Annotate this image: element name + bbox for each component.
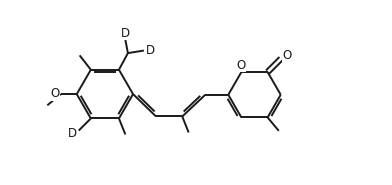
Text: O: O [283,49,292,62]
Text: O: O [236,58,245,71]
Text: D: D [121,27,130,40]
Text: O: O [51,87,60,100]
Text: D: D [68,127,77,140]
Text: D: D [146,44,156,57]
